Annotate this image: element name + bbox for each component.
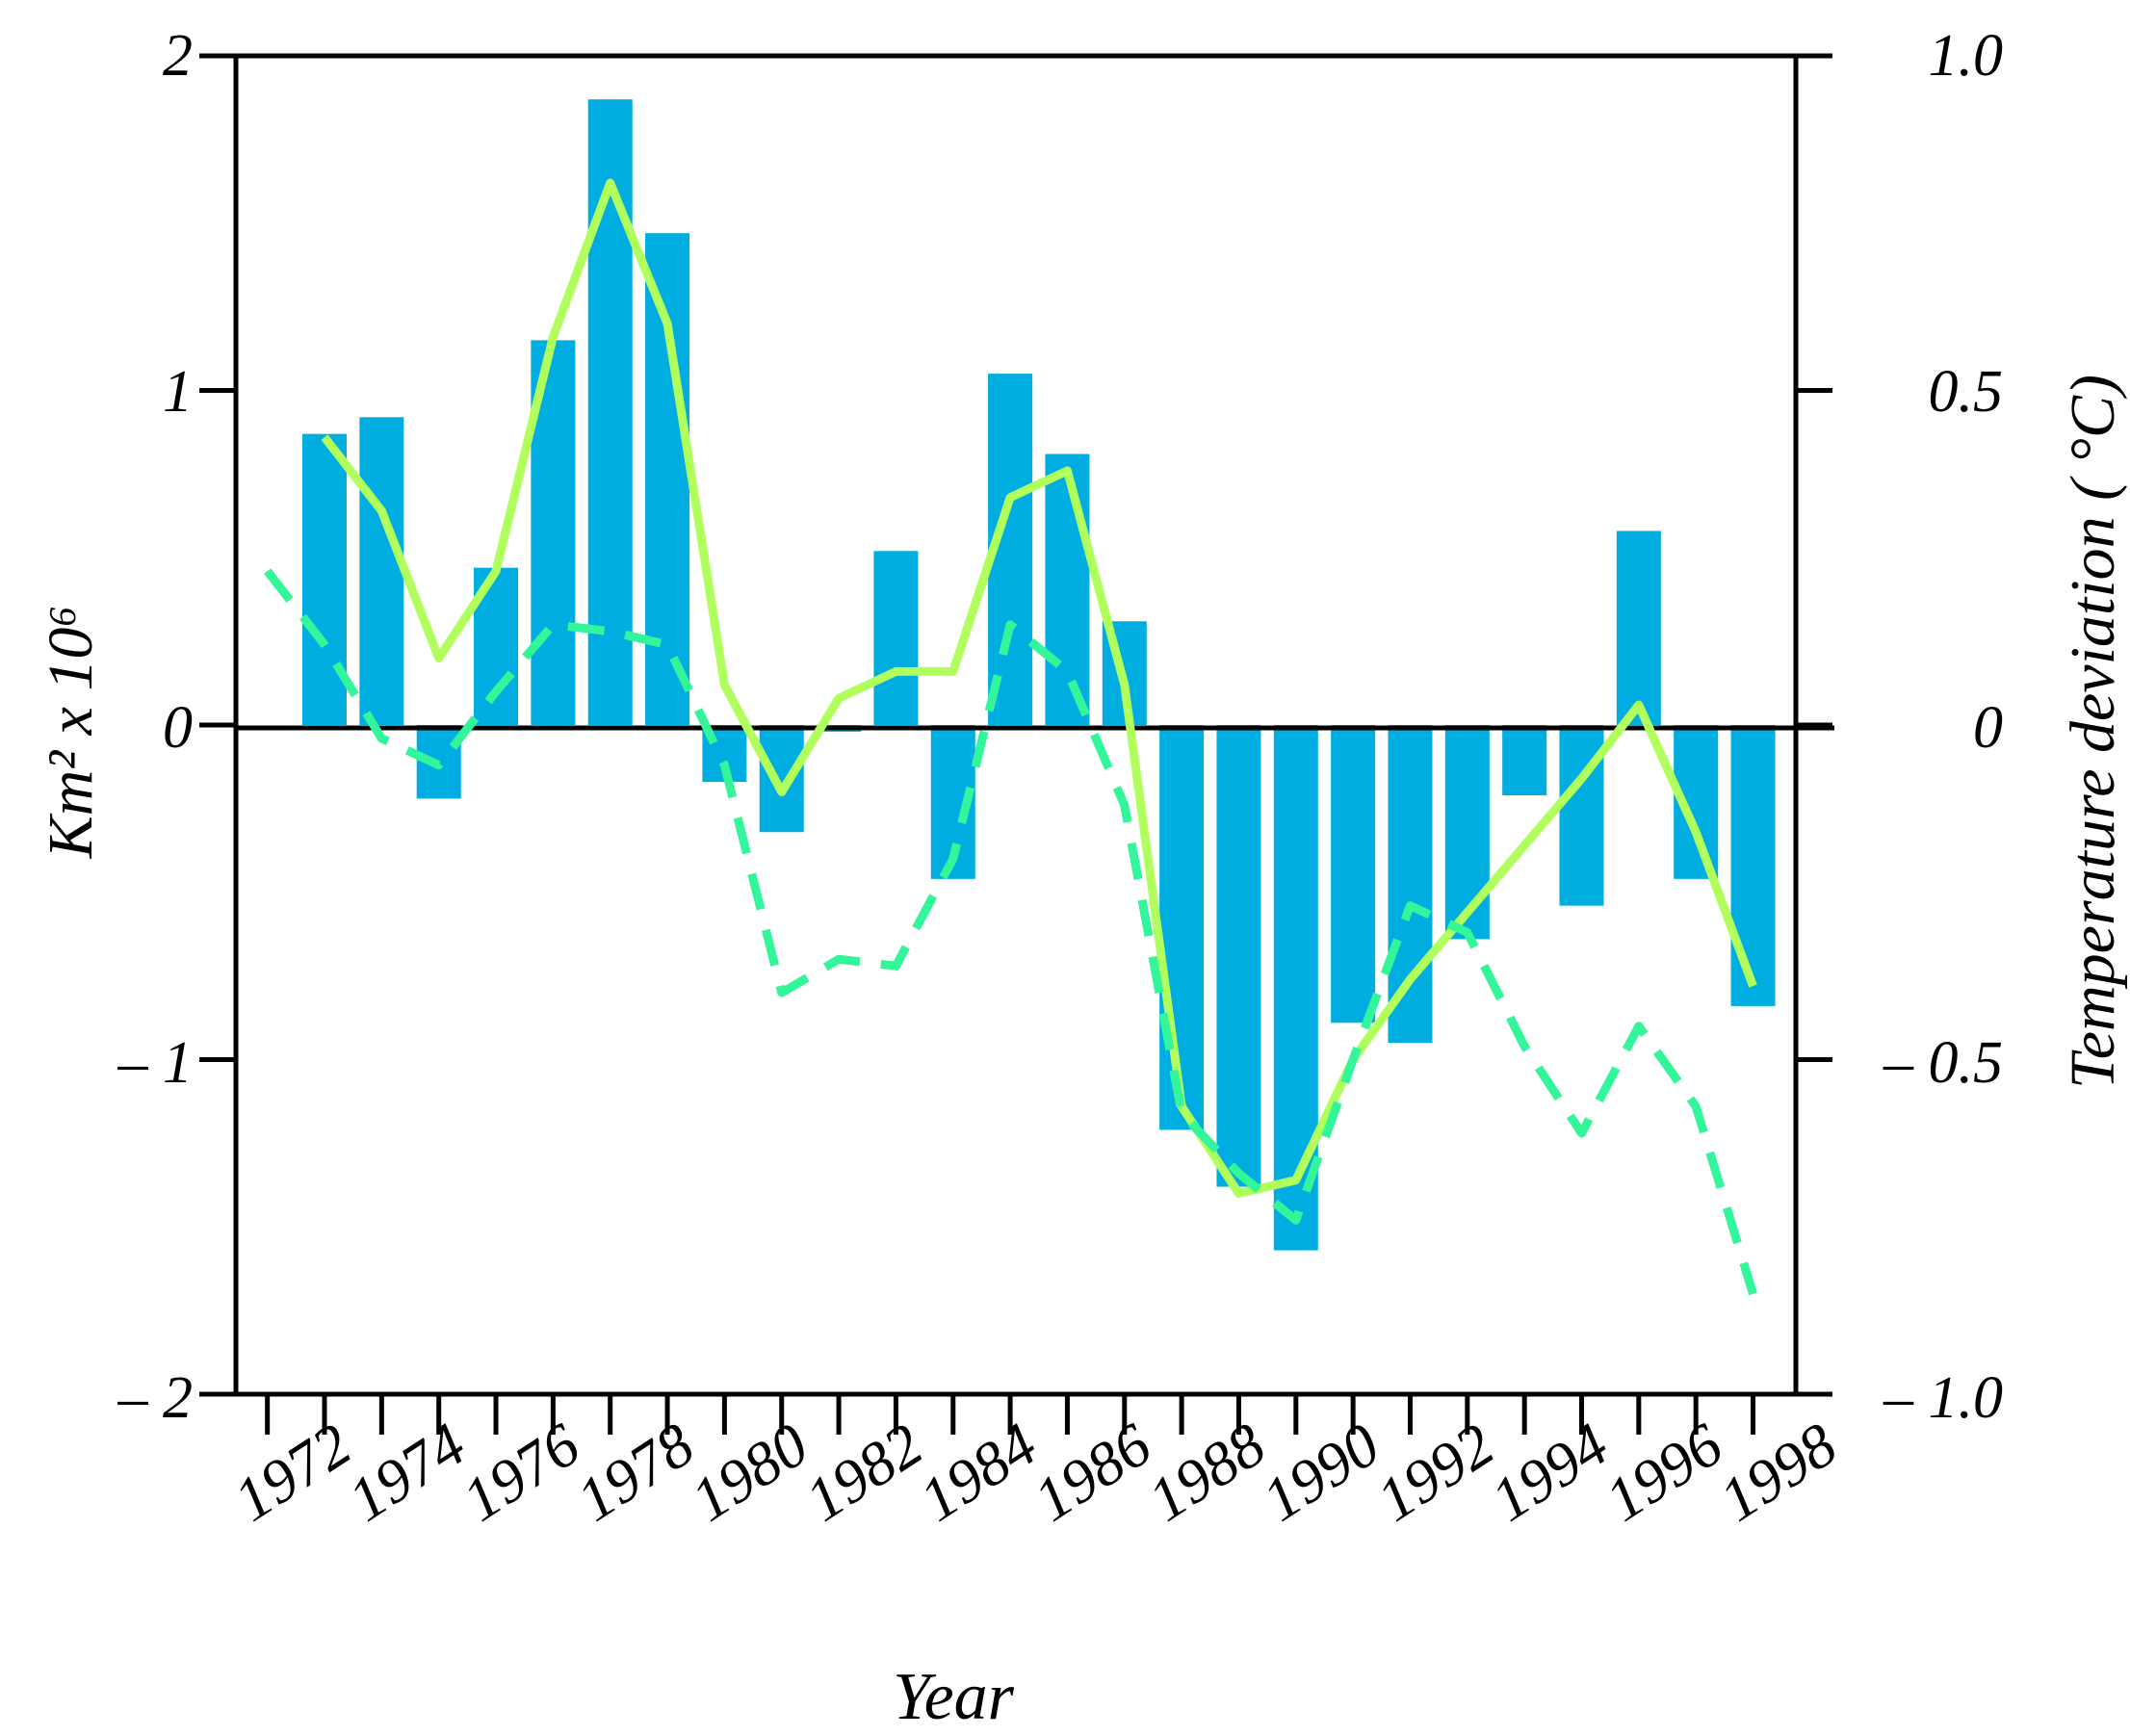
x-tick-label: 1986 (1022, 1410, 1162, 1534)
bar-1977 (587, 99, 633, 726)
x-tick-label: 1978 (565, 1410, 706, 1534)
bar-1978 (645, 233, 690, 726)
x-tick-labels: 1972197419761978198019821984198619881990… (222, 1410, 1849, 1534)
bar-1992 (1444, 725, 1490, 940)
y-tick-label: 1 (163, 359, 193, 425)
x-tick-label: 1996 (1594, 1410, 1734, 1534)
x-tick-label: 1988 (1136, 1410, 1277, 1534)
y-tick-label: – 1 (117, 1030, 194, 1096)
bar-1995 (1616, 531, 1661, 725)
axis-ticks (199, 53, 1832, 1435)
y-tick-label: 0 (163, 695, 193, 761)
bar-1991 (1388, 725, 1433, 1044)
solid-temperature-line (321, 178, 1757, 1198)
bar-1990 (1331, 725, 1376, 1023)
y2-tick-label: – 0.5 (1883, 1030, 2003, 1096)
x-tick-label: 1992 (1364, 1410, 1505, 1534)
bar-1987 (1159, 725, 1205, 1130)
bar-1982 (873, 551, 919, 725)
y-axis-title: Km² x 10⁶ (36, 606, 106, 860)
bar-1988 (1216, 725, 1261, 1187)
y-tick-label: – 2 (117, 1365, 194, 1431)
bar-1997 (1730, 725, 1776, 1006)
bar-1973 (359, 417, 404, 725)
bar-1972 (302, 433, 348, 725)
y2-tick-label: 1.0 (1929, 23, 2004, 89)
y2-tick-label: 0.5 (1929, 359, 2004, 425)
x-tick-label: 1976 (451, 1410, 591, 1534)
x-tick-label: 1990 (1251, 1410, 1391, 1534)
y-tick-label: 2 (163, 23, 193, 89)
bar-1989 (1273, 725, 1318, 1251)
bar-1993 (1502, 725, 1547, 795)
x-tick-label: 1998 (1707, 1410, 1848, 1534)
bar-1980 (759, 725, 804, 833)
x-axis-title: Year (893, 1660, 1015, 1734)
bars (302, 99, 1776, 1251)
y2-axis-title: Temperature deviation ( °C) (2058, 375, 2128, 1089)
y2-tick-label: 0 (1973, 695, 2003, 761)
dashed-temperature-line (264, 568, 1757, 1296)
y2-tick-label: – 1.0 (1883, 1365, 2003, 1431)
x-tick-label: 1984 (908, 1410, 1049, 1534)
temperature-lines (264, 178, 1757, 1296)
x-tick-label: 1980 (679, 1410, 819, 1534)
x-tick-label: 1994 (1479, 1410, 1620, 1534)
x-tick-label: 1982 (793, 1410, 934, 1534)
x-tick-label: 1972 (222, 1410, 363, 1534)
x-tick-label: 1974 (336, 1410, 477, 1534)
bar-1985 (1045, 453, 1090, 725)
